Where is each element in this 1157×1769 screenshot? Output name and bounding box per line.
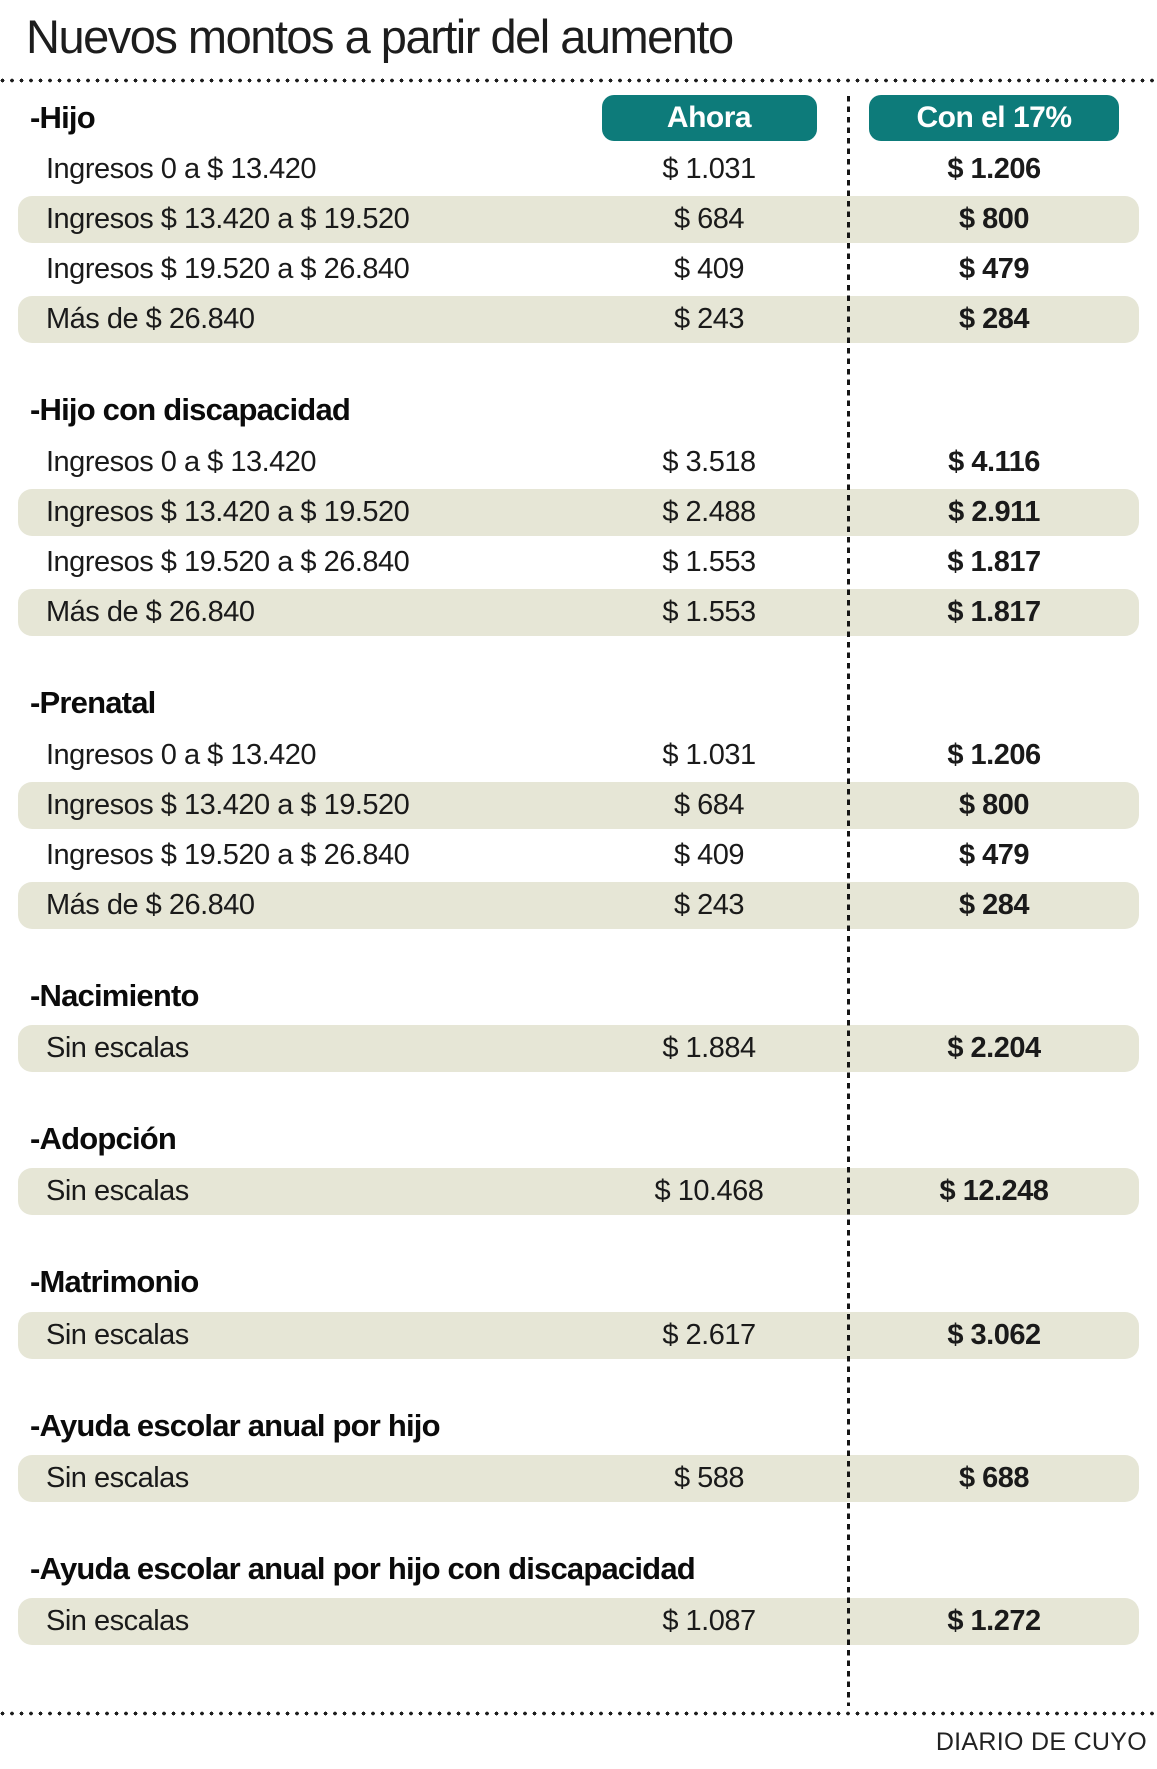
value-con17: $ 1.206: [947, 153, 1041, 186]
table-row: Sin escalas $ 1.087 $ 1.272: [18, 1597, 1139, 1645]
value-con17: $ 3.062: [947, 1318, 1041, 1351]
row-label: Ingresos $ 19.520 a $ 26.840: [46, 839, 410, 872]
value-con17: $ 284: [958, 303, 1030, 336]
row-label: Ingresos 0 a $ 13.420: [46, 446, 317, 479]
value-ahora: $ 1.031: [662, 153, 756, 186]
table-row: Ingresos $ 13.420 a $ 19.520 $ 2.488 $ 2…: [18, 489, 1139, 537]
table-row: Ingresos 0 a $ 13.420 $ 3.518 $ 4.116: [18, 439, 1139, 486]
table-row: Sin escalas $ 1.884 $ 2.204: [18, 1025, 1139, 1073]
column-header-con17: Con el 17%: [869, 95, 1119, 142]
section-heading-nacimiento: -Nacimiento: [30, 978, 199, 1014]
value-ahora: $ 684: [673, 203, 745, 236]
value-con17: $ 800: [958, 203, 1030, 236]
row-label: Sin escalas: [46, 1175, 189, 1208]
table-header-row: -Hijo Ahora Con el 17%: [18, 93, 1139, 143]
table-row: Ingresos $ 19.520 a $ 26.840 $ 409 $ 479: [18, 246, 1139, 293]
row-label: Más de $ 26.840: [46, 303, 255, 336]
value-con17: $ 479: [958, 839, 1030, 872]
table-row: Sin escalas $ 2.617 $ 3.062: [18, 1311, 1139, 1359]
table-row: Ingresos $ 13.420 a $ 19.520 $ 684 $ 800: [18, 782, 1139, 830]
top-dotted-divider: [0, 78, 1157, 84]
table-row: Sin escalas $ 588 $ 688: [18, 1454, 1139, 1502]
value-con17: $ 1.206: [947, 739, 1041, 772]
table-row: Ingresos 0 a $ 13.420 $ 1.031 $ 1.206: [18, 146, 1139, 193]
value-ahora: $ 243: [673, 303, 745, 336]
table-row: Sin escalas $ 10.468 $ 12.248: [18, 1168, 1139, 1216]
section-heading-ayuda-escolar-discapacidad: -Ayuda escolar anual por hijo con discap…: [30, 1550, 696, 1586]
value-con17: $ 2.911: [948, 496, 1040, 529]
row-label: Ingresos 0 a $ 13.420: [46, 739, 317, 772]
table-row: Más de $ 26.840 $ 243 $ 284: [18, 296, 1139, 344]
row-label: Más de $ 26.840: [46, 596, 255, 629]
value-ahora: $ 1.087: [662, 1604, 756, 1637]
value-ahora: $ 1.553: [662, 596, 756, 629]
table-row: Más de $ 26.840 $ 1.553 $ 1.817: [18, 589, 1139, 637]
value-con17: $ 2.204: [947, 1032, 1041, 1065]
value-con17: $ 1.272: [947, 1604, 1041, 1637]
row-label: Ingresos $ 19.520 a $ 26.840: [46, 546, 410, 579]
value-con17: $ 688: [958, 1461, 1030, 1494]
value-ahora: $ 409: [673, 253, 745, 286]
row-label: Sin escalas: [46, 1604, 189, 1637]
row-label: Ingresos $ 13.420 a $ 19.520: [46, 496, 410, 529]
section-heading-matrimonio: -Matrimonio: [30, 1264, 199, 1300]
row-label: Ingresos $ 13.420 a $ 19.520: [46, 789, 410, 822]
value-ahora: $ 1.031: [662, 739, 756, 772]
value-ahora: $ 1.884: [662, 1032, 756, 1065]
bottom-dotted-divider: [0, 1711, 1157, 1716]
section-heading-hijo: -Hijo: [30, 100, 96, 135]
row-label: Ingresos $ 13.420 a $ 19.520: [46, 203, 410, 236]
row-label: Sin escalas: [46, 1032, 189, 1065]
row-label: Más de $ 26.840: [46, 889, 255, 922]
value-con17: $ 1.817: [947, 596, 1041, 629]
value-ahora: $ 409: [673, 839, 745, 872]
row-label: Ingresos $ 19.520 a $ 26.840: [46, 253, 410, 286]
column-dashed-divider: [847, 96, 850, 1706]
row-label: Ingresos 0 a $ 13.420: [46, 153, 317, 186]
table-row: Ingresos $ 13.420 a $ 19.520 $ 684 $ 800: [18, 196, 1139, 244]
value-con17: $ 479: [958, 253, 1030, 286]
column-header-ahora: Ahora: [601, 95, 817, 142]
source-credit: DIARIO DE CUYO: [935, 1728, 1147, 1756]
section-heading-ayuda-escolar: -Ayuda escolar anual por hijo: [30, 1407, 441, 1443]
table-row: Ingresos 0 a $ 13.420 $ 1.031 $ 1.206: [18, 732, 1139, 779]
value-ahora: $ 588: [673, 1461, 745, 1494]
value-con17: $ 12.248: [939, 1175, 1049, 1208]
section-heading-hijo-discapacidad: -Hijo con discapacidad: [30, 392, 351, 428]
value-ahora: $ 2.488: [662, 496, 756, 529]
value-con17: $ 284: [958, 889, 1030, 922]
row-label: Sin escalas: [46, 1318, 189, 1351]
footer: DIARIO DE CUYO: [0, 1711, 1157, 1769]
value-con17: $ 1.817: [947, 546, 1041, 579]
value-ahora: $ 10.468: [654, 1175, 764, 1208]
table-row: Más de $ 26.840 $ 243 $ 284: [18, 882, 1139, 930]
table-row: Ingresos $ 19.520 a $ 26.840 $ 1.553 $ 1…: [18, 539, 1139, 586]
table-row: Ingresos $ 19.520 a $ 26.840 $ 409 $ 479: [18, 832, 1139, 879]
value-ahora: $ 2.617: [662, 1318, 756, 1351]
row-label: Sin escalas: [46, 1461, 189, 1494]
value-ahora: $ 684: [673, 789, 745, 822]
value-ahora: $ 1.553: [662, 546, 756, 579]
value-ahora: $ 3.518: [662, 446, 756, 479]
section-heading-adopcion: -Adopción: [30, 1121, 177, 1157]
table-content: -Hijo Ahora Con el 17% Ingresos 0 a $ 13…: [0, 83, 1157, 1645]
page-title: Nuevos montos a partir del aumento: [26, 10, 734, 63]
value-ahora: $ 243: [673, 889, 745, 922]
section-heading-prenatal: -Prenatal: [30, 685, 156, 721]
value-con17: $ 4.116: [948, 446, 1040, 479]
value-con17: $ 800: [958, 789, 1030, 822]
